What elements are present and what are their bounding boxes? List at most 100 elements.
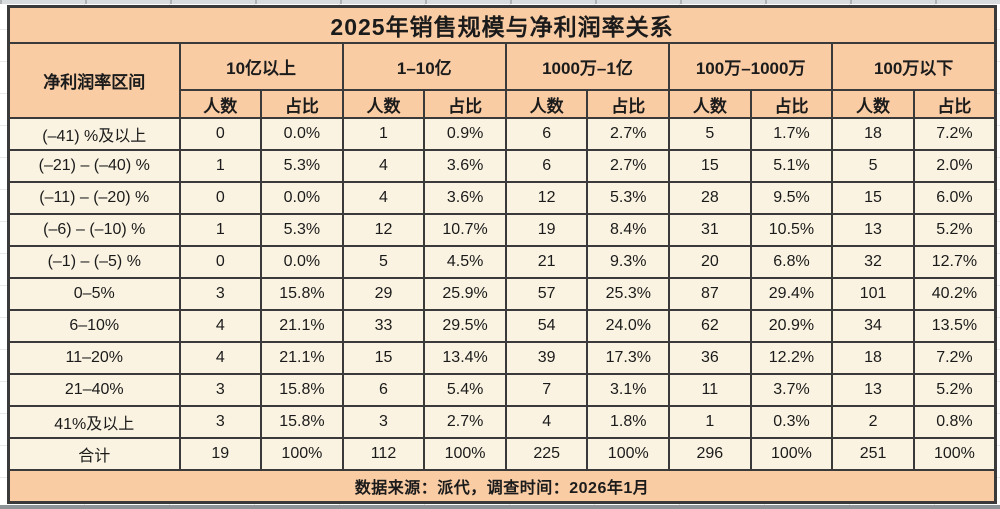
percent-header-1: 占比	[260, 89, 344, 119]
count-cell: 3	[341, 405, 426, 439]
percent-cell: 2.7%	[586, 117, 671, 151]
count-cell: 15	[341, 341, 426, 375]
row-label: (–41) %及以上	[7, 117, 181, 151]
percent-cell: 21.1%	[260, 341, 344, 375]
group-header-1: 10亿以上	[178, 42, 344, 91]
count-cell: 5	[831, 149, 915, 183]
percent-cell: 12.7%	[912, 245, 997, 279]
percent-cell: 0.0%	[260, 117, 344, 151]
sub-header-row: 人数 占比 人数 占比 人数 占比 人数 占比 人数 占比	[9, 89, 997, 119]
percent-cell: 25.3%	[586, 277, 671, 311]
percent-cell: 25.9%	[423, 277, 507, 311]
count-cell: 28	[668, 181, 752, 215]
percent-cell: 12.2%	[749, 341, 834, 375]
group-header-3: 1000万–1亿	[504, 42, 671, 91]
table-row: 6–10% 4 21.1% 33 29.5% 54 24.0% 62 20.9% 34 13.5%	[7, 309, 997, 343]
percent-cell: 100%	[260, 437, 344, 471]
footer-row: 数据来源：派代，调查时间：2026年1月	[7, 469, 997, 504]
count-cell: 0	[178, 181, 263, 215]
count-cell: 54	[504, 309, 589, 343]
count-cell: 19	[178, 437, 263, 471]
percent-cell: 5.1%	[749, 149, 834, 183]
percent-cell: 4.5%	[423, 245, 507, 279]
count-cell: 12	[504, 181, 589, 215]
count-cell: 0	[178, 245, 263, 279]
count-cell: 5	[668, 117, 752, 151]
spreadsheet-top-edge	[0, 0, 1000, 4]
percent-header-4: 占比	[749, 89, 834, 119]
count-cell: 1	[178, 149, 263, 183]
count-cell: 4	[341, 149, 426, 183]
source-note: 数据来源：派代，调查时间：2026年1月	[7, 469, 997, 504]
percent-header-2: 占比	[423, 89, 507, 119]
total-row-label: 合计	[7, 437, 181, 471]
count-cell: 2	[831, 405, 915, 439]
row-label: 0–5%	[7, 277, 181, 311]
count-cell: 29	[341, 277, 426, 311]
percent-cell: 100%	[423, 437, 507, 471]
count-cell: 21	[504, 245, 589, 279]
count-cell: 5	[341, 245, 426, 279]
table-row: 0–5% 3 15.8% 29 25.9% 57 25.3% 87 29.4% 101 40.2%	[7, 277, 997, 311]
count-cell: 6	[341, 373, 426, 407]
count-cell: 3	[178, 405, 263, 439]
percent-cell: 3.7%	[749, 373, 834, 407]
count-cell: 13	[831, 213, 915, 247]
count-cell: 15	[668, 149, 752, 183]
percent-cell: 17.3%	[586, 341, 671, 375]
count-cell: 0	[178, 117, 263, 151]
percent-cell: 21.1%	[260, 309, 344, 343]
count-cell: 4	[178, 341, 263, 375]
percent-cell: 3.6%	[423, 149, 507, 183]
percent-cell: 6.0%	[912, 181, 997, 215]
percent-cell: 5.3%	[260, 149, 344, 183]
row-header-label: 净利润率区间	[7, 42, 181, 119]
table-row: (–21) – (–40) % 1 5.3% 4 3.6% 6 2.7% 15 5.1% 5 2.0…	[7, 149, 997, 183]
group-header-5: 100万以下	[831, 42, 997, 91]
percent-cell: 13.4%	[423, 341, 507, 375]
count-cell: 6	[504, 149, 589, 183]
table-row: 21–40% 3 15.8% 6 5.4% 7 3.1% 11 3.7% 13 5.2%	[7, 373, 997, 407]
count-cell: 4	[178, 309, 263, 343]
count-cell: 34	[831, 309, 915, 343]
percent-cell: 13.5%	[912, 309, 997, 343]
percent-cell: 6.8%	[749, 245, 834, 279]
percent-cell: 15.8%	[260, 405, 344, 439]
percent-cell: 5.2%	[912, 213, 997, 247]
count-cell: 39	[504, 341, 589, 375]
count-header-3: 人数	[504, 89, 589, 119]
count-cell: 13	[831, 373, 915, 407]
table-row: (–41) %及以上 0 0.0% 1 0.9% 6 2.7% 5 1.7% 18 7.2%	[7, 117, 997, 151]
percent-cell: 0.0%	[260, 181, 344, 215]
percent-cell: 5.3%	[260, 213, 344, 247]
percent-cell: 29.5%	[423, 309, 507, 343]
count-cell: 62	[668, 309, 752, 343]
row-label: (–6) – (–10) %	[7, 213, 181, 247]
percent-cell: 3.6%	[423, 181, 507, 215]
percent-cell: 24.0%	[586, 309, 671, 343]
count-header-2: 人数	[341, 89, 426, 119]
count-cell: 19	[504, 213, 589, 247]
table-row: (–6) – (–10) % 1 5.3% 12 10.7% 19 8.4% 31 10.5% 1…	[7, 213, 997, 247]
percent-cell: 7.2%	[912, 117, 997, 151]
total-row: 合计 19 100% 112 100% 225 100% 296 100% 251 100%	[7, 437, 997, 471]
percent-cell: 2.7%	[586, 149, 671, 183]
table-row: 11–20% 4 21.1% 15 13.4% 39 17.3% 36 12.2% 18 7.2%	[7, 341, 997, 375]
group-header-2: 1–10亿	[341, 42, 507, 91]
percent-cell: 15.8%	[260, 373, 344, 407]
percent-cell: 20.9%	[749, 309, 834, 343]
percent-cell: 40.2%	[912, 277, 997, 311]
percent-cell: 3.1%	[586, 373, 671, 407]
count-header-5: 人数	[831, 89, 915, 119]
table-row: (–1) – (–5) % 0 0.0% 5 4.5% 21 9.3% 20 6.8% 32 12.…	[7, 245, 997, 279]
count-cell: 1	[178, 213, 263, 247]
count-cell: 4	[504, 405, 589, 439]
percent-cell: 2.7%	[423, 405, 507, 439]
percent-cell: 0.0%	[260, 245, 344, 279]
percent-cell: 5.4%	[423, 373, 507, 407]
count-cell: 1	[341, 117, 426, 151]
row-label: 11–20%	[7, 341, 181, 375]
percent-cell: 8.4%	[586, 213, 671, 247]
row-label: 6–10%	[7, 309, 181, 343]
